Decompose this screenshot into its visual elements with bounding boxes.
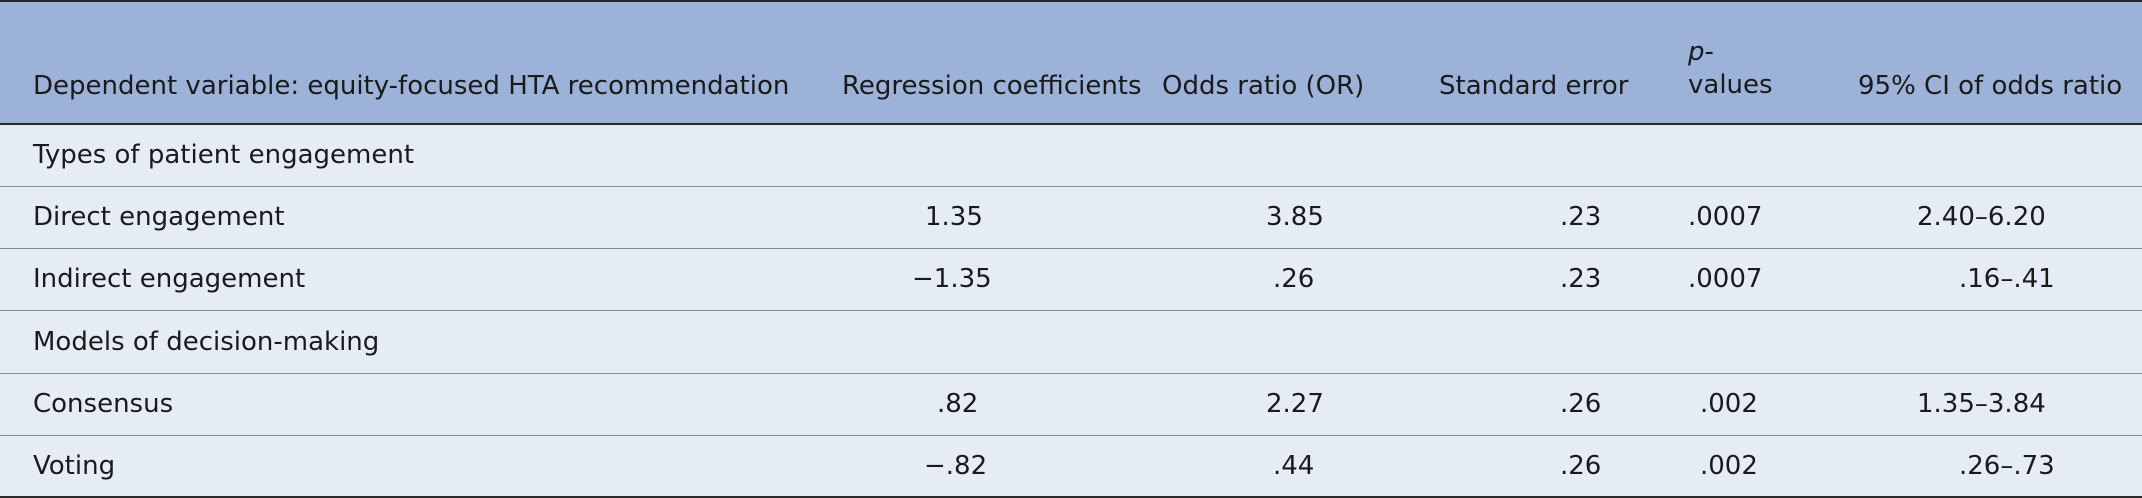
section-title: Types of patient engagement (0, 124, 810, 187)
table-row: Direct engagement 1.35 3.85 .23 .0007 2.… (0, 186, 2142, 249)
row-label: Voting (0, 435, 810, 498)
header-dependent-variable: Dependent variable: equity-focused HTA r… (0, 0, 810, 125)
cell-p: .0007 (1688, 186, 1836, 249)
section-row: Models of decision-making (0, 310, 2142, 374)
cell-p: .002 (1688, 373, 1836, 436)
cell-se: .23 (1439, 186, 1688, 249)
cell-or: .44 (1162, 435, 1439, 498)
row-label: Indirect engagement (0, 248, 810, 311)
cell-or: 3.85 (1162, 186, 1439, 249)
cell-se: .23 (1439, 248, 1688, 311)
header-odds-ratio: Odds ratio (OR) (1162, 0, 1439, 125)
header-p-values: p-values (1688, 0, 1836, 125)
cell-p: .002 (1688, 435, 1836, 498)
cell-ci: 2.40–6.20 (1836, 186, 2142, 249)
cell-or: 2.27 (1162, 373, 1439, 436)
header-p-hyphen: - (1704, 37, 1714, 67)
section-title: Models of decision-making (0, 310, 810, 374)
cell-ci: 1.35–3.84 (1836, 373, 2142, 436)
cell-or: .26 (1162, 248, 1439, 311)
cell-coef: .82 (810, 373, 1162, 436)
table-row: Voting −.82 .44 .26 .002 .26–.73 (0, 435, 2142, 498)
cell-ci: .16–.41 (1836, 248, 2142, 311)
header-standard-error: Standard error (1439, 0, 1688, 125)
cell-p: .0007 (1688, 248, 1836, 311)
cell-se: .26 (1439, 435, 1688, 498)
cell-coef: 1.35 (810, 186, 1162, 249)
table-row: Consensus .82 2.27 .26 .002 1.35–3.84 (0, 373, 2142, 436)
cell-se: .26 (1439, 373, 1688, 436)
cell-ci: .26–.73 (1836, 435, 2142, 498)
header-ci: 95% CI of odds ratio (1836, 0, 2142, 125)
table-row: Indirect engagement −1.35 .26 .23 .0007 … (0, 248, 2142, 311)
cell-coef: −.82 (810, 435, 1162, 498)
header-regression-coefficients: Regression coefficients (810, 0, 1162, 125)
row-label: Consensus (0, 373, 810, 436)
header-p-values-line2: values (1688, 69, 1773, 100)
section-row: Types of patient engagement (0, 124, 2142, 187)
table-header-row: Dependent variable: equity-focused HTA r… (0, 0, 2142, 125)
header-p-italic: p (1688, 37, 1705, 67)
row-label: Direct engagement (0, 186, 810, 249)
cell-coef: −1.35 (810, 248, 1162, 311)
